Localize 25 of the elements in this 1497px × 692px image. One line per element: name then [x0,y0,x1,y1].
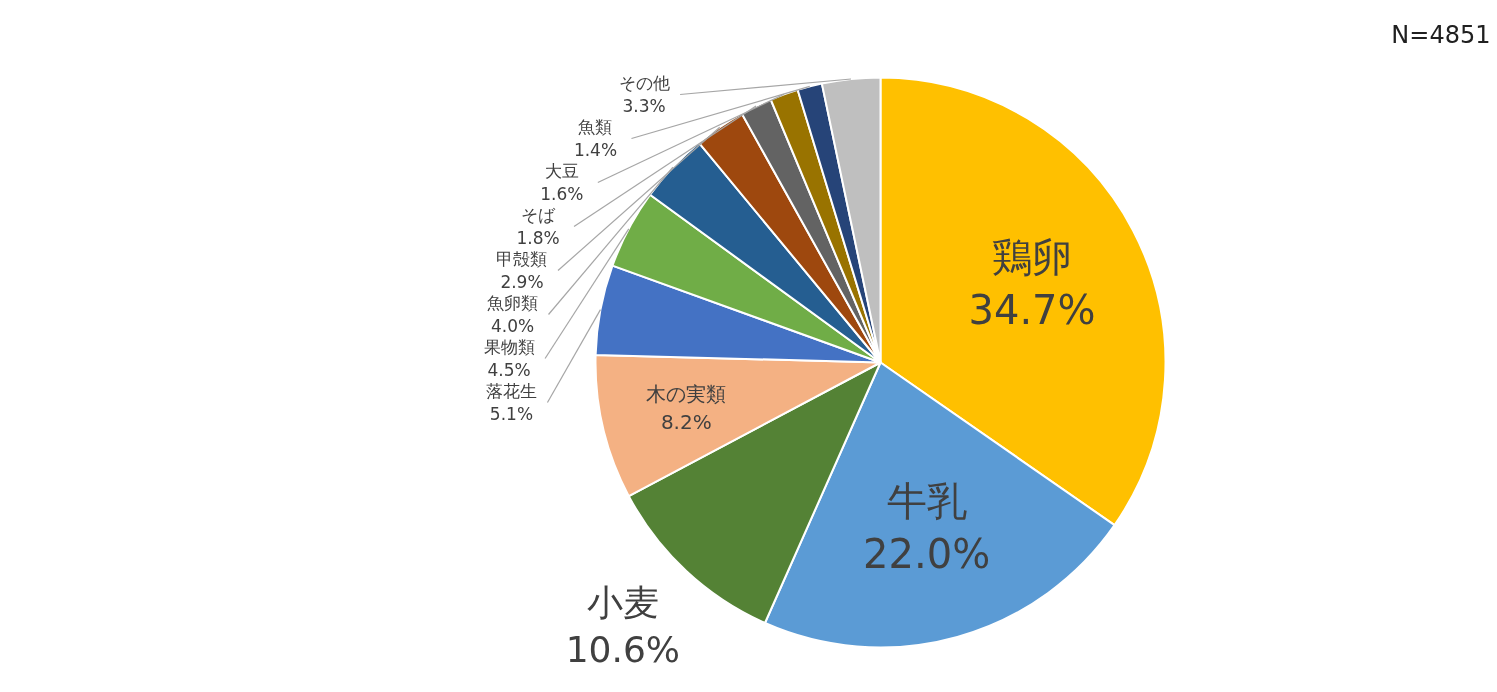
data-label: 4.0% [490,316,535,336]
data-label: 1.8% [516,228,560,248]
data-label: 1.6% [540,184,584,204]
data-label: 3.3% [622,96,666,116]
data-label: 5.1% [489,404,534,424]
slice-label: 鶏卵 [992,233,1073,280]
slice-label: 木の実類 [646,382,727,407]
data-label: 8.2% [660,409,712,434]
slice-label: その他 [618,73,670,93]
data-label: 1.4% [573,140,618,160]
slice-label: 魚類 [578,117,613,137]
data-label: 10.6% [565,629,681,671]
slice-label: 果物類 [483,337,535,357]
slice-label: 落花生 [485,381,537,401]
slice-label: 牛乳 [886,477,967,524]
slice-label: 魚卵類 [487,293,539,313]
slice-label: 甲殻類 [496,249,548,269]
text: N=4851 [1391,20,1491,49]
slice-label: そば [521,205,557,225]
data-label: 34.7% [968,286,1096,333]
data-label: 22.0% [863,530,991,577]
slice-label: 小麦 [586,581,659,623]
slice-label: 大豆 [544,161,579,181]
data-label: 2.9% [500,272,544,292]
data-label: 4.5% [487,360,531,380]
